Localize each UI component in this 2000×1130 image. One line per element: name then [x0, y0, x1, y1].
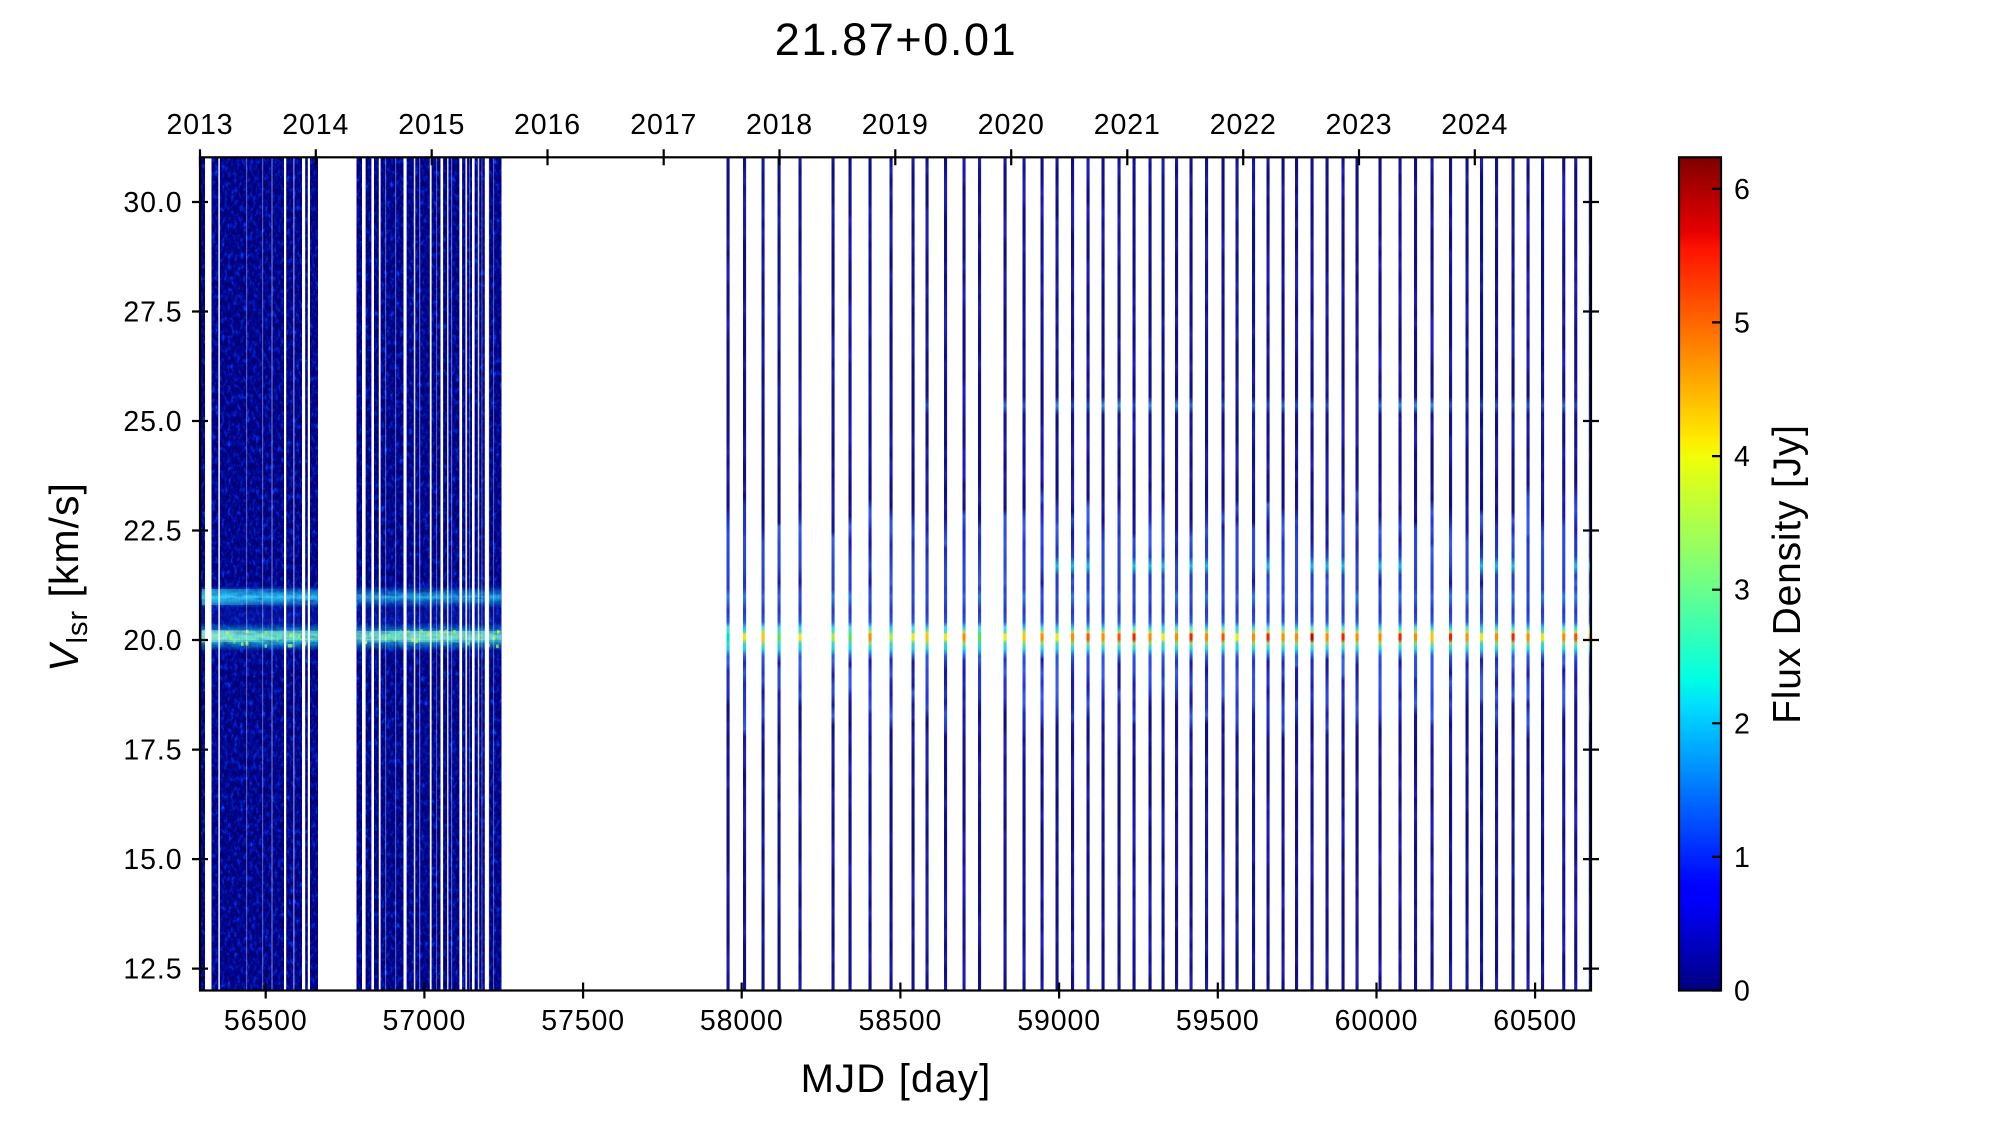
- svg-text:2022: 2022: [1210, 109, 1277, 141]
- svg-text:60500: 60500: [1493, 1005, 1577, 1037]
- svg-text:2024: 2024: [1441, 109, 1508, 141]
- svg-text:2018: 2018: [746, 109, 813, 141]
- svg-text:Vlsr [km/s]: Vlsr [km/s]: [41, 482, 94, 672]
- svg-text:58000: 58000: [700, 1005, 784, 1037]
- svg-text:2017: 2017: [630, 109, 697, 141]
- svg-text:21.87+0.01: 21.87+0.01: [775, 14, 1017, 65]
- svg-text:12.5: 12.5: [123, 954, 182, 986]
- svg-text:57000: 57000: [383, 1005, 467, 1037]
- svg-text:5: 5: [1734, 307, 1750, 339]
- svg-text:2019: 2019: [862, 109, 929, 141]
- svg-text:2014: 2014: [282, 109, 349, 141]
- svg-text:Flux Density [Jy]: Flux Density [Jy]: [1766, 424, 1809, 724]
- svg-text:4: 4: [1734, 441, 1750, 473]
- svg-text:57500: 57500: [541, 1005, 625, 1037]
- svg-text:30.0: 30.0: [123, 187, 182, 219]
- svg-text:3: 3: [1734, 575, 1750, 607]
- svg-text:MJD [day]: MJD [day]: [801, 1057, 992, 1101]
- svg-text:6: 6: [1734, 174, 1750, 206]
- svg-text:17.5: 17.5: [123, 735, 182, 767]
- svg-text:56500: 56500: [224, 1005, 308, 1037]
- svg-text:20.0: 20.0: [123, 625, 182, 657]
- svg-text:25.0: 25.0: [123, 406, 182, 438]
- svg-text:2016: 2016: [514, 109, 581, 141]
- svg-text:2013: 2013: [166, 109, 233, 141]
- svg-text:59500: 59500: [1176, 1005, 1260, 1037]
- svg-text:15.0: 15.0: [123, 844, 182, 876]
- svg-text:2015: 2015: [398, 109, 465, 141]
- svg-text:22.5: 22.5: [123, 516, 182, 548]
- svg-text:59000: 59000: [1017, 1005, 1101, 1037]
- svg-text:60000: 60000: [1335, 1005, 1419, 1037]
- svg-text:0: 0: [1734, 976, 1750, 1008]
- svg-text:1: 1: [1734, 842, 1750, 874]
- svg-text:58500: 58500: [859, 1005, 943, 1037]
- svg-text:2023: 2023: [1325, 109, 1392, 141]
- svg-text:2020: 2020: [978, 109, 1045, 141]
- svg-text:2021: 2021: [1094, 109, 1161, 141]
- svg-text:27.5: 27.5: [123, 297, 182, 329]
- svg-text:2: 2: [1734, 708, 1750, 740]
